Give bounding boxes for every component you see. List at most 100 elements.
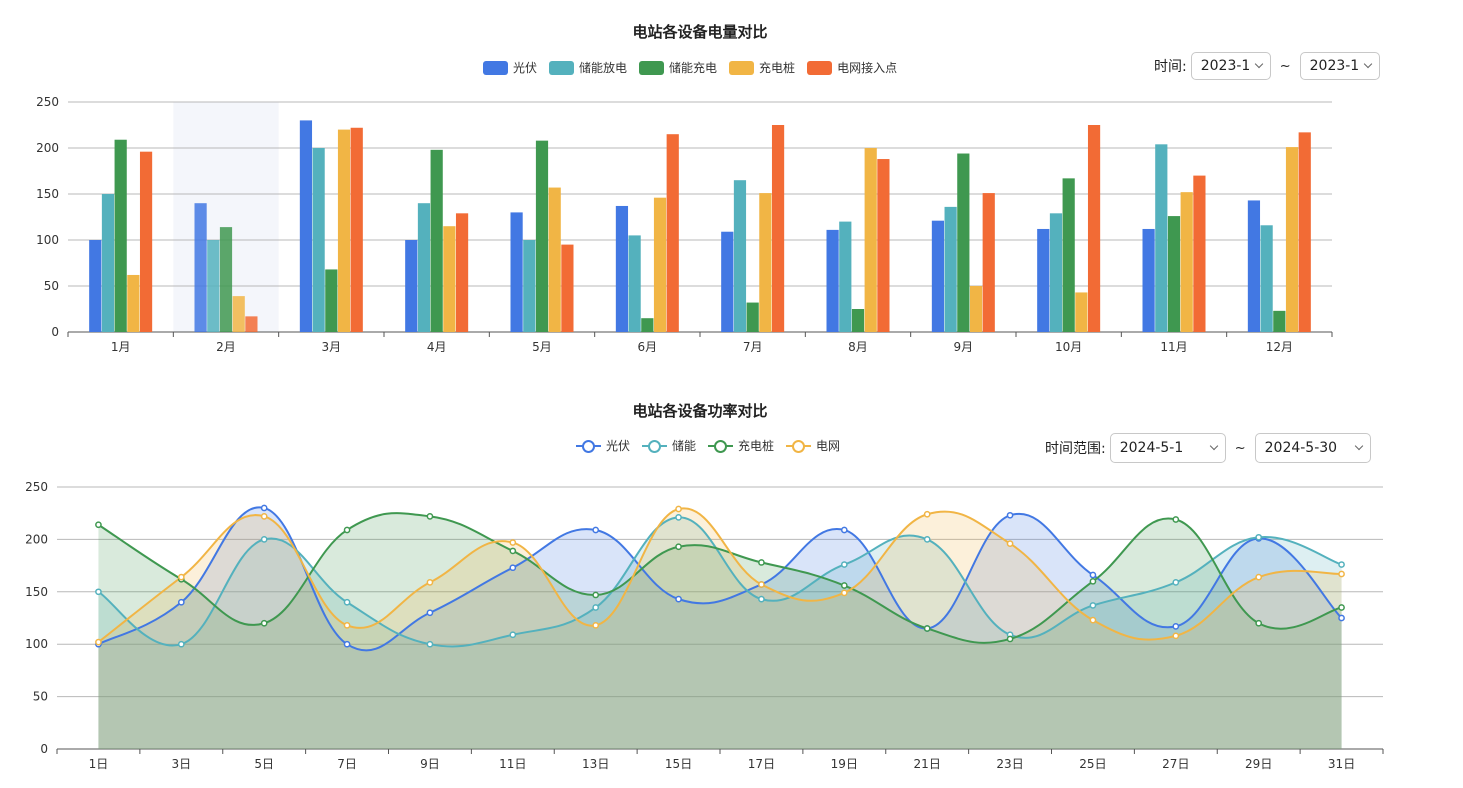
- bar: [219, 227, 233, 332]
- legend-item-grid[interactable]: 电网: [786, 437, 840, 454]
- bar: [325, 269, 338, 332]
- x-tick-label: 6月: [638, 340, 658, 354]
- x-tick-label: 17日: [748, 757, 775, 771]
- data-point: [840, 526, 848, 534]
- data-point: [1338, 561, 1345, 568]
- x-tick-label: 27日: [1162, 757, 1189, 771]
- end-date-select[interactable]: 2024-5-30: [1254, 433, 1371, 463]
- legend-item-grid-access[interactable]: 电网接入点: [807, 59, 897, 76]
- legend-item-charging-pile[interactable]: 充电桩: [708, 437, 774, 454]
- x-tick-label: 3日: [171, 757, 191, 771]
- bar: [101, 194, 115, 332]
- data-point: [509, 539, 517, 546]
- legend-item-charging-pile[interactable]: 充电桩: [729, 59, 795, 76]
- legend-item-storage[interactable]: 储能: [642, 437, 696, 454]
- series-line: [97, 507, 1342, 643]
- data-point: [675, 595, 682, 603]
- data-point: [260, 536, 268, 543]
- legend-item-storage-discharge[interactable]: 储能放电: [549, 59, 627, 76]
- data-point: [675, 543, 682, 551]
- bar: [1049, 213, 1063, 332]
- time-label: 时间:: [1154, 59, 1187, 75]
- data-point: [840, 561, 848, 568]
- bar: [1062, 178, 1075, 332]
- bar: [350, 127, 363, 332]
- bar: [864, 148, 877, 332]
- chevron-down-icon: [1254, 59, 1263, 69]
- bar: [666, 134, 679, 332]
- legend-swatch: [576, 439, 601, 453]
- bar: [1142, 228, 1155, 332]
- start-month-select[interactable]: 2023-1: [1190, 52, 1271, 80]
- legend-label: 电网: [816, 439, 841, 453]
- legend-label: 电网接入点: [837, 61, 898, 75]
- range-separator: ~: [1234, 440, 1246, 456]
- x-tick-label: 7月: [743, 340, 763, 354]
- x-tick-label: 21日: [914, 757, 941, 771]
- legend-item-storage-charge[interactable]: 储能充电: [639, 59, 717, 76]
- end-month-select[interactable]: 2023-1: [1299, 52, 1380, 80]
- data-point: [260, 619, 268, 627]
- data-point: [923, 536, 931, 543]
- data-point: [426, 512, 434, 520]
- bar: [1247, 200, 1261, 332]
- data-point: [1338, 570, 1345, 578]
- bar: [1298, 132, 1311, 332]
- power-chart-title: 电站各设备功率对比: [632, 402, 768, 420]
- data-point: [675, 505, 682, 513]
- legend-swatch: [729, 60, 755, 75]
- y-tick-label: 0: [51, 325, 59, 339]
- data-point: [260, 512, 268, 520]
- x-tick-label: 11月: [1160, 340, 1187, 354]
- x-tick-label: 4月: [427, 340, 447, 354]
- x-tick-label: 7日: [337, 757, 357, 771]
- data-point: [509, 564, 517, 572]
- data-point: [1338, 614, 1345, 622]
- x-tick-label: 5月: [532, 340, 552, 354]
- series-area: [98, 508, 1342, 749]
- energy-time-range: 时间: 2023-1 ~ 2023-1: [1154, 52, 1380, 80]
- data-point: [260, 504, 268, 512]
- data-point: [426, 609, 434, 617]
- x-tick-label: 3月: [322, 340, 342, 354]
- data-point: [95, 521, 102, 529]
- start-date-select[interactable]: 2024-5-1: [1109, 433, 1226, 463]
- legend-swatch: [483, 60, 508, 75]
- x-tick-label: 11日: [499, 757, 526, 771]
- energy-chart-legend: 光伏 储能放电 储能充电 充电桩 电网接入点: [483, 59, 909, 76]
- bar: [957, 153, 970, 332]
- data-point: [95, 588, 102, 596]
- power-chart-panel: 0 50 100 150 200 250 1日 3日 5日 7日 9日 11日 13日 15日 17日 19日…: [0, 385, 1463, 788]
- y-tick-label: 100: [36, 233, 59, 247]
- bar: [877, 159, 890, 332]
- series-line: [97, 512, 1342, 644]
- bar: [1193, 175, 1206, 332]
- bar: [1087, 125, 1101, 332]
- x-tick-label: 29日: [1245, 757, 1272, 771]
- y-tick-label: 200: [25, 532, 48, 546]
- bar: [653, 197, 667, 332]
- data-point: [675, 514, 682, 521]
- bar: [733, 180, 747, 332]
- data-point: [592, 526, 600, 534]
- data-point: [758, 595, 765, 603]
- data-point: [1172, 579, 1180, 586]
- data-point: [1338, 604, 1345, 611]
- bar: [523, 240, 536, 332]
- legend-item-pv[interactable]: 光伏: [576, 437, 630, 454]
- data-point: [509, 547, 517, 555]
- bar: [1037, 228, 1050, 332]
- legend-label: 储能充电: [669, 61, 718, 75]
- data-point: [426, 640, 434, 648]
- data-point: [343, 526, 351, 534]
- legend-label: 充电桩: [738, 439, 775, 453]
- data-point: [343, 598, 351, 606]
- data-point: [343, 640, 351, 648]
- bar: [746, 302, 759, 332]
- bar: [337, 129, 351, 332]
- data-point: [1172, 516, 1180, 523]
- legend-swatch: [807, 60, 833, 75]
- bar: [826, 229, 839, 332]
- end-date-value: 2024-5-30: [1264, 440, 1338, 456]
- legend-item-pv[interactable]: 光伏: [483, 59, 537, 76]
